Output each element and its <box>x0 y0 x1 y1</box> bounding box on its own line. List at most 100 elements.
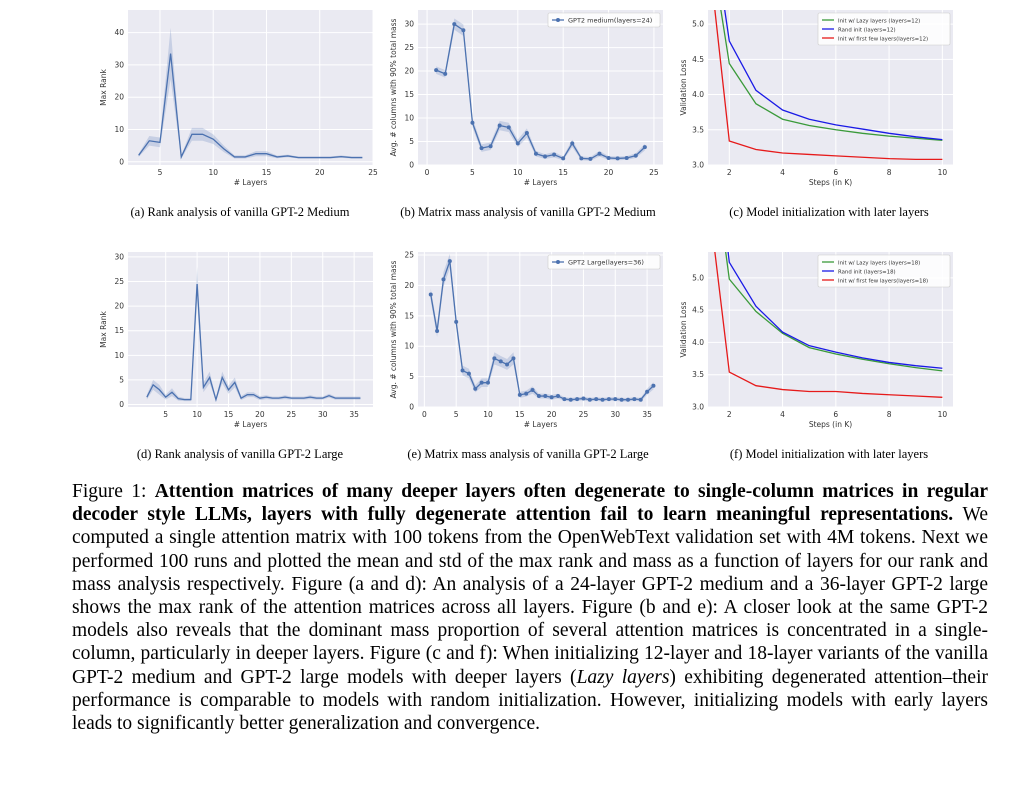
y-tick-label: 10 <box>404 114 414 123</box>
x-tick-label: 35 <box>642 410 652 419</box>
x-tick-label: 5 <box>454 410 459 419</box>
series-line <box>727 252 943 369</box>
x-axis-label: # Layers <box>524 420 558 429</box>
series-line <box>138 53 363 160</box>
y-tick-label: 4.5 <box>692 306 704 315</box>
x-tick-label: 10 <box>938 168 948 177</box>
data-point <box>638 397 643 402</box>
series-line <box>714 10 943 161</box>
x-tick-label: 5 <box>470 168 475 177</box>
data-point <box>570 141 575 146</box>
data-point <box>568 397 573 402</box>
y-tick-label: 4.0 <box>692 90 704 99</box>
chart-a-rank-gpt2-medium: 0 10 20 30 40 5 10 15 20 25 # Layers Max Rank <box>95 6 385 196</box>
x-tick-label: 4 <box>780 168 785 177</box>
legend-marker <box>556 18 560 22</box>
plot-area <box>714 10 943 161</box>
data-point <box>511 356 516 361</box>
x-tick-label: 10 <box>938 410 948 419</box>
y-axis-label: Validation Loss <box>679 59 688 115</box>
data-point <box>488 144 493 149</box>
data-point <box>498 359 503 364</box>
data-point <box>632 397 637 402</box>
data-point <box>460 368 465 373</box>
data-point <box>435 329 440 334</box>
x-axis-label: # Layers <box>524 178 558 187</box>
y-axis-label: Avg. # columns with 90% total mass <box>389 18 398 156</box>
data-point <box>428 292 433 297</box>
y-tick-label: 5 <box>409 372 414 381</box>
data-point <box>517 392 522 397</box>
x-tick-label: 15 <box>558 168 568 177</box>
y-tick-label: 20 <box>114 93 124 102</box>
data-point <box>443 71 448 76</box>
data-point <box>556 394 560 399</box>
x-tick-label: 20 <box>255 410 265 419</box>
chart-c-init-later-layers-12: 3.0 3.5 4.0 4.5 5.0 2 4 6 8 10 Steps (in K) Validat… <box>675 6 965 196</box>
data-point <box>561 156 566 161</box>
x-tick-label: 0 <box>422 410 427 419</box>
y-tick-label: 10 <box>114 351 124 360</box>
y-tick-label: 30 <box>404 20 414 29</box>
y-tick-label: 15 <box>114 326 124 335</box>
x-tick-label: 0 <box>425 168 430 177</box>
legend-label: Init w/ first few layers(layers=18) <box>838 278 928 284</box>
y-tick-label: 4.0 <box>692 338 704 347</box>
data-point <box>600 397 605 402</box>
data-point <box>497 123 502 128</box>
y-tick-label: 3.5 <box>692 370 704 379</box>
x-tick-label: 25 <box>287 410 297 419</box>
y-axis-label: Max Rank <box>99 69 108 106</box>
data-point <box>454 319 459 324</box>
x-tick-label: 25 <box>649 168 659 177</box>
figure-label: Figure 1: <box>72 481 155 502</box>
legend-label: Rand init (layers=12) <box>838 27 896 33</box>
y-tick-label: 20 <box>404 67 414 76</box>
data-point <box>615 156 620 161</box>
plot-area <box>434 18 647 161</box>
data-point <box>524 391 529 396</box>
chart-f-init-later-layers-18: 3.0 3.5 4.0 4.5 5.0 2 4 6 8 10 Steps (in K) Validat… <box>675 248 965 438</box>
y-tick-label: 5.0 <box>692 273 704 282</box>
y-tick-label: 20 <box>114 302 124 311</box>
x-tick-label: 15 <box>515 410 525 419</box>
x-axis-label: Steps (in K) <box>809 178 852 187</box>
data-point <box>479 146 484 151</box>
x-tick-label: 35 <box>349 410 359 419</box>
figure-caption-text-1: We computed a single attention matrix wi… <box>72 504 989 688</box>
data-point <box>581 396 586 401</box>
data-point <box>588 156 593 161</box>
y-axis-label: Max Rank <box>99 311 108 348</box>
x-tick-label: 10 <box>483 410 493 419</box>
plot-area <box>146 266 361 403</box>
y-tick-label: 3.0 <box>692 403 704 412</box>
data-point <box>587 397 592 402</box>
legend-box <box>547 254 661 270</box>
data-point <box>543 154 548 159</box>
caption-d: (d) Rank analysis of vanilla GPT-2 Large <box>136 447 344 461</box>
x-tick-label: 8 <box>887 168 892 177</box>
data-point <box>441 277 446 282</box>
data-point <box>642 145 647 150</box>
legend-box <box>817 12 951 46</box>
x-tick-label: 15 <box>262 168 272 177</box>
plot-background <box>418 10 663 165</box>
x-tick-label: 10 <box>513 168 523 177</box>
data-point <box>434 68 439 73</box>
series-line <box>146 283 361 403</box>
y-tick-label: 5.0 <box>692 20 704 29</box>
legend-label: GPT2 medium(layers=24) <box>568 16 652 24</box>
plot-background <box>418 252 663 407</box>
data-point <box>447 259 452 264</box>
data-point <box>533 151 538 156</box>
data-point <box>606 397 611 402</box>
y-tick-label: 0 <box>409 161 414 170</box>
legend-box <box>817 254 951 288</box>
legend-box <box>547 12 661 28</box>
data-point <box>486 380 490 385</box>
data-point <box>470 120 475 125</box>
data-point <box>505 362 510 367</box>
data-point <box>597 151 602 156</box>
y-tick-label: 0 <box>409 403 414 412</box>
caption-f: (f) Model initialization with later laye… <box>729 447 929 461</box>
